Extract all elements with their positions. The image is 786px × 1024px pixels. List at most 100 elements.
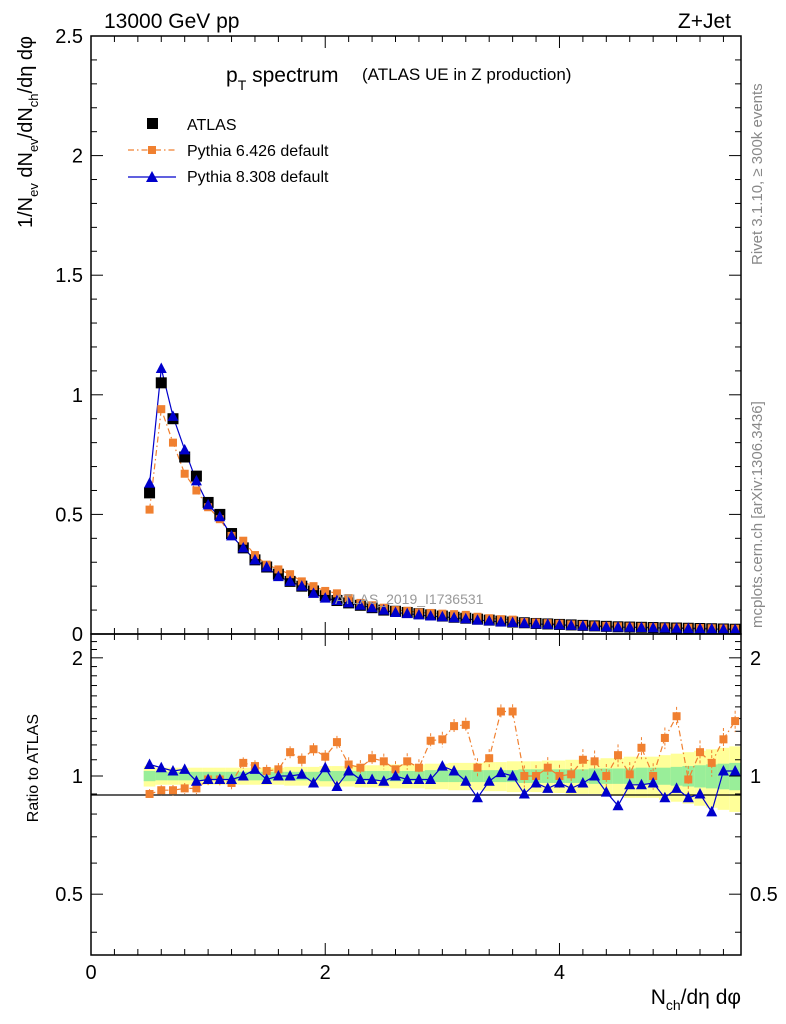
legend-marker-atlas <box>147 118 158 129</box>
x-tick-label: 0 <box>85 962 96 984</box>
ratio-point-pythia8 <box>179 763 191 774</box>
ratio-point-pythia6 <box>672 712 681 721</box>
ratio-y-axis-label: Ratio to ATLAS <box>25 714 42 822</box>
ratio-point-pythia8 <box>401 773 413 784</box>
ratio-point-pythia8 <box>507 770 519 781</box>
ratio-point-pythia8 <box>296 768 308 779</box>
main-point-pythia6 <box>180 469 189 478</box>
ratio-band-stat <box>342 770 355 782</box>
chart-title-main: p <box>226 64 238 87</box>
ratio-band-stat <box>541 769 554 783</box>
legend-label-pythia6: Pythia 6.426 default <box>187 143 329 160</box>
main-point-pythia8 <box>343 596 355 608</box>
mcplots-label: mcplots.cern.ch [arXiv:1306.3436] <box>749 401 766 628</box>
ratio-point-pythia8 <box>366 773 378 784</box>
main-point-pythia8 <box>179 443 191 455</box>
ratio-point-pythia8 <box>413 773 425 784</box>
ratio-point-pythia8 <box>682 791 694 803</box>
ratio-y-tick-label-right: 1 <box>750 766 761 788</box>
ratio-point-pythia8 <box>612 799 624 811</box>
ratio-point-pythia8 <box>553 776 565 788</box>
main-point-pythia8 <box>436 610 448 622</box>
ratio-y-tick-label-right: 2 <box>750 648 761 670</box>
ratio-point-pythia6 <box>684 775 693 784</box>
legend-label-atlas: ATLAS <box>187 117 237 134</box>
legend-label-pythia8: Pythia 8.308 default <box>187 169 329 186</box>
main-series-layer <box>144 362 741 635</box>
ylabel-part-4: /dη dφ <box>15 36 37 93</box>
ratio-point-pythia8 <box>518 787 530 799</box>
ratio-point-pythia8 <box>600 786 612 797</box>
main-axis-ticks <box>90 35 741 635</box>
ratio-band-stat <box>659 767 671 785</box>
main-point-pythia8 <box>729 623 741 634</box>
ratio-point-pythia6 <box>438 735 447 744</box>
ratio-point-pythia8 <box>589 770 601 781</box>
ratio-point-pythia6 <box>239 758 248 767</box>
chart-subtitle: (ATLAS UE in Z production) <box>362 65 571 84</box>
main-panel: 0 0.5 1 1.5 2 2.5 pT spectrum (ATLAS UE in Z … <box>15 26 742 646</box>
rivet-version-label: Rivet 3.1.10, ≥ 300k events <box>749 83 766 265</box>
main-point-pythia8 <box>671 622 683 633</box>
ratio-point-pythia6 <box>344 760 353 769</box>
main-point-pythia8 <box>460 612 472 624</box>
ratio-point-pythia6 <box>168 786 177 795</box>
main-point-pythia8 <box>706 622 718 634</box>
ratio-point-pythia6 <box>403 757 412 766</box>
main-point-pythia8 <box>495 616 507 627</box>
ratio-point-pythia6 <box>321 752 330 761</box>
main-point-pythia8 <box>694 622 706 634</box>
main-point-pythia8 <box>589 620 601 631</box>
main-point-pythia8 <box>354 599 366 610</box>
main-point-pythia8 <box>518 617 530 628</box>
ratio-point-pythia8 <box>284 770 296 781</box>
chart-title-rest: spectrum <box>246 64 338 87</box>
main-y-axis-label: 1/Nev dNev/dNch/dη dφ <box>15 36 41 228</box>
ratio-point-pythia8 <box>436 760 448 771</box>
ratio-point-pythia8 <box>460 775 472 786</box>
energy-label: 13000 GeV pp <box>104 10 239 33</box>
main-point-atlas <box>155 377 167 389</box>
main-point-pythia8 <box>272 570 284 582</box>
chart-title: pT spectrum <box>226 64 338 93</box>
ratio-point-pythia6 <box>379 757 388 766</box>
ratio-point-pythia6 <box>625 770 634 779</box>
ratio-point-pythia8 <box>308 776 320 788</box>
main-point-pythia6 <box>321 586 330 595</box>
ylabel-part-1: 1/N <box>15 197 37 228</box>
ratio-band-stat <box>143 770 156 782</box>
ratio-point-pythia6 <box>520 772 529 781</box>
ratio-point-pythia8 <box>694 787 706 799</box>
main-point-pythia8 <box>507 616 519 628</box>
main-point-atlas <box>179 451 191 463</box>
ratio-band-stat <box>694 765 706 788</box>
main-point-pythia8 <box>249 553 261 565</box>
main-point-pythia8 <box>577 619 589 631</box>
ratio-point-pythia8 <box>237 770 249 781</box>
ratio-point-pythia8 <box>155 761 167 773</box>
main-point-pythia8 <box>308 587 320 598</box>
process-label: Z+Jet <box>678 10 731 33</box>
ratio-y-tick-label: 2 <box>72 648 83 670</box>
main-point-pythia6 <box>309 582 318 591</box>
ratio-point-pythia6 <box>578 755 587 764</box>
ratio-point-pythia6 <box>707 758 716 767</box>
main-point-pythia8 <box>483 614 495 626</box>
ratio-band-stat <box>670 766 683 786</box>
ratio-band-stat <box>577 769 589 783</box>
ratio-point-pythia6 <box>286 748 295 757</box>
main-point-pythia8 <box>331 594 343 606</box>
ratio-point-pythia6 <box>332 738 341 747</box>
ratio-band-stat <box>448 770 460 783</box>
ratio-point-pythia8 <box>190 775 202 786</box>
main-point-pythia8 <box>542 618 554 629</box>
main-point-pythia8 <box>553 618 565 630</box>
ratio-point-pythia8 <box>542 782 554 793</box>
main-point-pythia8 <box>635 621 647 633</box>
ratio-point-pythia8 <box>202 773 214 784</box>
ratio-y-tick-label: 0.5 <box>55 884 83 906</box>
main-point-pythia8 <box>390 606 402 617</box>
ratio-point-pythia8 <box>624 778 636 790</box>
ratio-point-pythia8 <box>319 761 331 773</box>
